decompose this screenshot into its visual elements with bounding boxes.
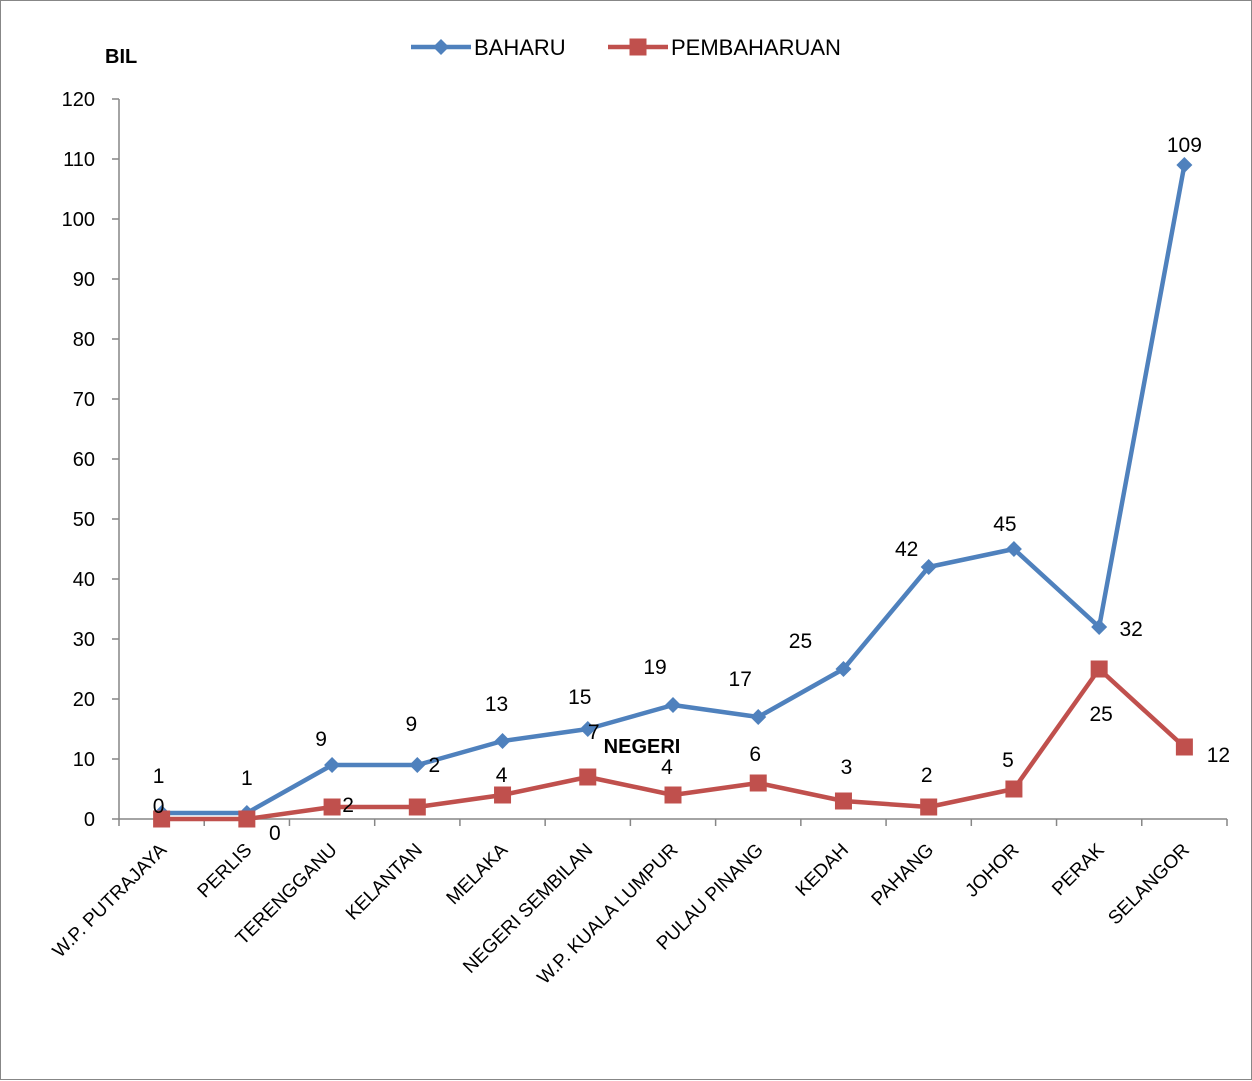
- data-label-baharu: 1: [153, 765, 165, 788]
- series-line-baharu: [161, 164, 1187, 816]
- data-point-baharu: [1091, 619, 1108, 635]
- data-point-pembaharuan: [1090, 660, 1108, 678]
- y-tick-label: 10: [73, 749, 95, 771]
- data-label-pembaharuan: 12: [1207, 744, 1230, 767]
- data-label-baharu: 32: [1119, 618, 1142, 641]
- data-label-pembaharuan: 2: [428, 754, 440, 777]
- y-tick-label: 60: [73, 449, 95, 471]
- data-point-pembaharuan: [1005, 780, 1023, 798]
- y-tick-label: 50: [73, 509, 95, 531]
- x-tick-label: PAHANG: [868, 840, 939, 911]
- legend-marker-baharu: [433, 39, 449, 55]
- data-label-pembaharuan: 4: [496, 764, 508, 787]
- y-tick-label: 110: [63, 149, 95, 171]
- data-point-baharu: [579, 721, 596, 737]
- legend-label-baharu: BAHARU: [474, 35, 566, 60]
- y-tick-label: 90: [73, 269, 95, 291]
- data-label-pembaharuan: 0: [153, 795, 165, 818]
- x-tick-label: KEDAH: [792, 840, 853, 901]
- data-label-baharu: 19: [643, 656, 666, 679]
- x-tick-label: MELAKA: [443, 839, 513, 909]
- x-tick-label: KELANTAN: [342, 840, 427, 925]
- y-tick-label: 40: [73, 569, 95, 591]
- data-label-pembaharuan: 5: [1002, 749, 1014, 772]
- data-point-baharu: [1005, 541, 1022, 557]
- y-axis-title: BIL: [105, 46, 137, 68]
- data-point-pembaharuan: [1175, 738, 1193, 756]
- data-point-pembaharuan: [579, 768, 597, 786]
- data-point-pembaharuan: [408, 798, 426, 816]
- data-label-baharu: 42: [895, 538, 918, 561]
- data-label-pembaharuan: 0: [269, 822, 281, 845]
- data-point-pembaharuan: [323, 798, 341, 816]
- data-point-baharu: [835, 661, 852, 677]
- data-label-baharu: 15: [568, 686, 591, 709]
- data-label-pembaharuan: 4: [661, 756, 673, 779]
- data-label-pembaharuan: 2: [342, 794, 354, 817]
- data-label-baharu: 9: [315, 728, 327, 751]
- data-label-baharu: 25: [789, 630, 812, 653]
- legend-label-pembaharuan: PEMBAHARUAN: [671, 35, 841, 60]
- data-label-baharu: 1: [241, 767, 253, 790]
- data-point-baharu: [324, 757, 341, 773]
- data-label-pembaharuan: 6: [749, 743, 761, 766]
- x-tick-label: W.P. PUTRAJAYA: [49, 839, 172, 962]
- data-label-baharu: 9: [405, 713, 417, 736]
- y-tick-label: 0: [84, 809, 95, 831]
- data-label-baharu: 13: [485, 693, 508, 716]
- data-point-pembaharuan: [664, 786, 682, 804]
- y-tick-label: 70: [73, 389, 95, 411]
- y-tick-label: 80: [73, 329, 95, 351]
- data-point-baharu: [1176, 157, 1193, 173]
- data-label-pembaharuan: 3: [841, 756, 853, 779]
- data-label-pembaharuan: 2: [921, 764, 933, 787]
- data-point-pembaharuan: [749, 774, 767, 792]
- data-point-pembaharuan: [920, 798, 938, 816]
- legend: BAHARU PEMBAHARUAN: [411, 35, 841, 60]
- data-label-baharu: 45: [993, 513, 1016, 536]
- y-tick-label: 30: [73, 629, 95, 651]
- y-tick-label: 20: [73, 689, 95, 711]
- x-tick-label: PERAK: [1048, 839, 1109, 900]
- x-tick-label: JOHOR: [962, 840, 1024, 902]
- data-label-baharu: 17: [729, 668, 752, 691]
- x-tick-label: PERLIS: [194, 840, 257, 903]
- data-point-baharu: [409, 757, 426, 773]
- x-tick-label: SELANGOR: [1104, 840, 1194, 930]
- data-label-pembaharuan: 7: [588, 721, 600, 744]
- y-tick-label: 100: [62, 209, 95, 231]
- data-label-baharu: 109: [1167, 134, 1202, 157]
- data-point-pembaharuan: [494, 786, 512, 804]
- data-point-pembaharuan: [153, 810, 171, 828]
- data-point-baharu: [920, 559, 937, 575]
- data-point-baharu: [665, 697, 681, 713]
- legend-marker-pembaharuan: [629, 38, 647, 56]
- y-tick-label: 120: [62, 89, 95, 111]
- data-point-baharu: [494, 733, 511, 749]
- x-axis-title: NEGERI: [604, 736, 681, 758]
- x-tick-label: W.P. KUALA LUMPUR: [534, 840, 683, 989]
- data-point-baharu: [750, 709, 767, 725]
- data-point-pembaharuan: [238, 810, 256, 828]
- data-label-pembaharuan: 25: [1089, 703, 1112, 726]
- data-point-pembaharuan: [834, 792, 852, 810]
